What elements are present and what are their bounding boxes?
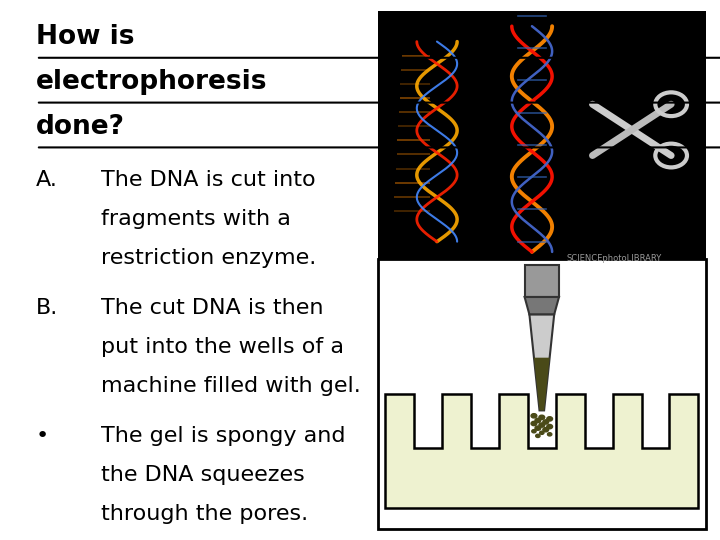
Circle shape — [547, 433, 552, 436]
Text: The gel is spongy and: The gel is spongy and — [101, 426, 346, 446]
Text: done?: done? — [36, 114, 125, 140]
Circle shape — [535, 426, 541, 430]
Bar — [378, 11, 706, 267]
Text: The DNA is cut into: The DNA is cut into — [101, 170, 315, 190]
Text: machine filled with gel.: machine filled with gel. — [101, 376, 361, 396]
Polygon shape — [385, 394, 698, 508]
Text: restriction enzyme.: restriction enzyme. — [101, 248, 316, 268]
Polygon shape — [525, 297, 559, 314]
Text: How is: How is — [36, 24, 135, 50]
Circle shape — [539, 415, 545, 420]
Circle shape — [539, 423, 545, 427]
Circle shape — [536, 434, 540, 437]
Circle shape — [543, 428, 549, 432]
Polygon shape — [534, 357, 549, 410]
Text: put into the wells of a: put into the wells of a — [101, 337, 344, 357]
Circle shape — [543, 420, 549, 424]
Circle shape — [531, 421, 537, 426]
Text: •: • — [36, 426, 49, 446]
Circle shape — [535, 418, 541, 423]
Circle shape — [546, 424, 552, 429]
Text: The cut DNA is then: The cut DNA is then — [101, 298, 323, 318]
Bar — [525, 265, 559, 297]
Text: the DNA squeezes: the DNA squeezes — [101, 465, 305, 485]
Polygon shape — [529, 314, 554, 410]
Text: SCIENCEphotoLIBRARY: SCIENCEphotoLIBRARY — [566, 254, 662, 263]
Text: fragments with a: fragments with a — [101, 209, 291, 229]
Circle shape — [532, 430, 536, 433]
Bar — [378, 259, 706, 529]
Text: electrophoresis: electrophoresis — [36, 69, 268, 95]
Text: through the pores.: through the pores. — [101, 504, 308, 524]
Text: B.: B. — [36, 298, 58, 318]
Text: A.: A. — [36, 170, 58, 190]
Circle shape — [540, 431, 544, 434]
Circle shape — [531, 414, 537, 418]
Circle shape — [546, 417, 552, 421]
